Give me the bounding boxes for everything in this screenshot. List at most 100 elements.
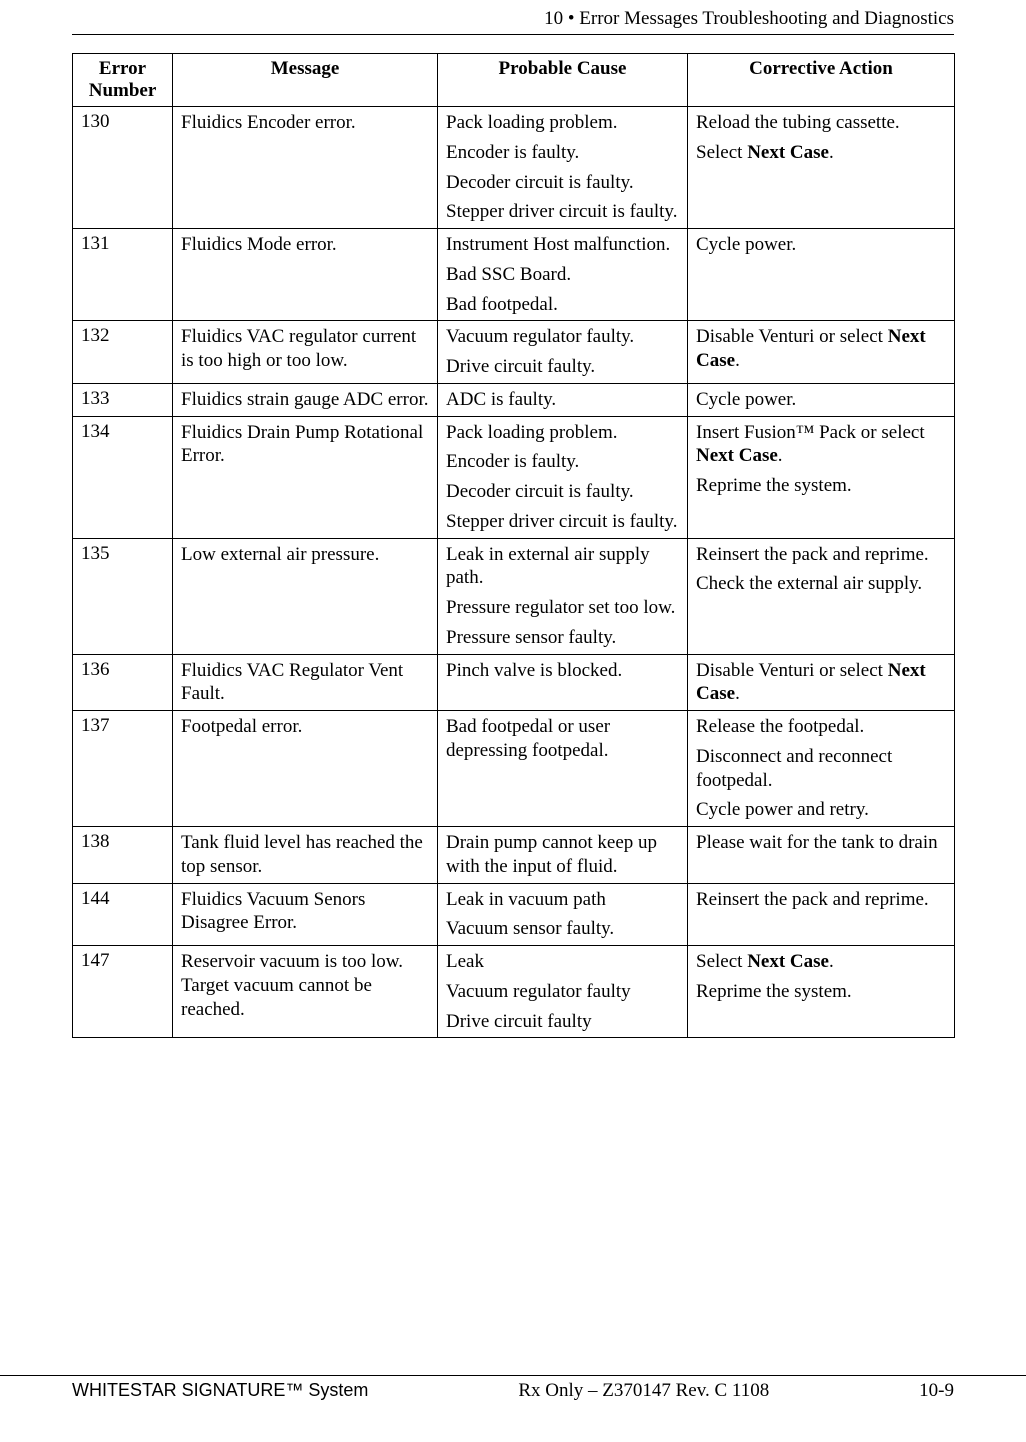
cause-text: Drive circuit faulty. [446, 355, 679, 379]
cause-text: ADC is faulty. [446, 388, 679, 412]
action-text: Disable Venturi or select Next Case. [696, 325, 946, 373]
header-separator: • [563, 8, 579, 29]
table-header-row: Error Number Message Probable Cause Corr… [73, 54, 955, 107]
table-row: 144Fluidics Vacuum Senors Disagree Error… [73, 883, 955, 946]
bold-text: Next Case [747, 951, 829, 972]
action-text: Select Next Case. [696, 141, 946, 165]
cause-text: Encoder is faulty. [446, 450, 679, 474]
table-row: 137Footpedal error.Bad footpedal or user… [73, 711, 955, 827]
action-text: Cycle power. [696, 388, 946, 412]
cause-text: Stepper driver circuit is faulty. [446, 510, 679, 534]
cell-error-number: 147 [73, 946, 173, 1038]
cell-error-number: 134 [73, 416, 173, 538]
table-row: 130 Fluidics Encoder error. Pack loading p… [73, 107, 955, 229]
table-row: 132Fluidics VAC regulator current is too… [73, 321, 955, 384]
action-text: Select Next Case. [696, 950, 946, 974]
cell-corrective-action: Reinsert the pack and reprime. Check the … [688, 538, 955, 654]
cell-error-number: 131 [73, 229, 173, 321]
action-text: Cycle power. [696, 233, 946, 257]
chapter-title: Error Messages Troubleshooting and Diagn… [579, 8, 954, 29]
cell-error-number: 133 [73, 383, 173, 416]
cell-error-number: 136 [73, 654, 173, 711]
cell-corrective-action: Release the footpedal. Disconnect and rec… [688, 711, 955, 827]
cell-error-number: 135 [73, 538, 173, 654]
cause-text: Bad SSC Board. [446, 263, 679, 287]
cause-text: Vacuum regulator faulty [446, 980, 679, 1004]
cell-message: Fluidics Encoder error. [173, 107, 438, 229]
cell-message: Fluidics VAC Regulator Vent Fault. [173, 654, 438, 711]
cell-probable-cause: Leak in external air supply path.Pressur… [438, 538, 688, 654]
cause-text: Pressure regulator set too low. [446, 596, 679, 620]
message-text: Fluidics strain gauge ADC error. [181, 388, 429, 412]
message-text: Reservoir vacuum is too low. Target vacu… [181, 950, 429, 1021]
cell-message: Tank fluid level has reached the top sen… [173, 827, 438, 884]
cell-corrective-action: Please wait for the tank to drain [688, 827, 955, 884]
bold-text: Next Case [696, 660, 926, 705]
message-text: Low external air pressure. [181, 543, 429, 567]
message-text: Footpedal error. [181, 715, 429, 739]
message-text: Tank fluid level has reached the top sen… [181, 831, 429, 879]
cell-error-number: 144 [73, 883, 173, 946]
cell-error-number: 138 [73, 827, 173, 884]
action-text: Reload the tubing cassette. [696, 111, 946, 135]
cell-corrective-action: Reload the tubing cassette. Select Next C… [688, 107, 955, 229]
cause-text: Bad footpedal. [446, 293, 679, 317]
action-text: Disable Venturi or select Next Case. [696, 659, 946, 707]
action-text: Reinsert the pack and reprime. [696, 543, 946, 567]
message-text: Fluidics Encoder error. [181, 111, 429, 135]
col-header-corrective-action: Corrective Action [688, 54, 955, 107]
footer-doc-id: Rx Only – Z370147 Rev. C 1108 [518, 1380, 769, 1402]
cell-corrective-action: Insert Fusion™ Pack or select Next Case.… [688, 416, 955, 538]
bold-text: Next Case [747, 142, 829, 163]
cell-corrective-action: Reinsert the pack and reprime. [688, 883, 955, 946]
footer-page-number: 10-9 [919, 1380, 954, 1402]
cause-text: Leak in vacuum path [446, 888, 679, 912]
action-text: Disconnect and reconnect footpedal. [696, 745, 946, 793]
error-table: Error Number Message Probable Cause Corr… [72, 53, 955, 1038]
chapter-number: 10 [544, 8, 563, 29]
cell-error-number: 132 [73, 321, 173, 384]
page-footer: WHITESTAR SIGNATURE™ System Rx Only – Z3… [0, 1375, 1026, 1402]
cell-corrective-action: Cycle power. [688, 383, 955, 416]
cause-text: Decoder circuit is faulty. [446, 480, 679, 504]
cell-probable-cause: ADC is faulty. [438, 383, 688, 416]
cell-message: Fluidics strain gauge ADC error. [173, 383, 438, 416]
cell-message: Fluidics Drain Pump Rotational Error. [173, 416, 438, 538]
cell-error-number: 130 [73, 107, 173, 229]
cell-message: Low external air pressure. [173, 538, 438, 654]
page-header: 10 • Error Messages Troubleshooting and … [72, 0, 954, 35]
cause-text: Vacuum regulator faulty. [446, 325, 679, 349]
cell-probable-cause: Leak in vacuum pathVacuum sensor faulty. [438, 883, 688, 946]
action-text: Reprime the system. [696, 980, 946, 1004]
action-text: Release the footpedal. [696, 715, 946, 739]
footer-system-name: WHITESTAR SIGNATURE™ System [72, 1380, 368, 1402]
col-header-probable-cause: Probable Cause [438, 54, 688, 107]
cell-error-number: 137 [73, 711, 173, 827]
table-row: 133 Fluidics strain gauge ADC error. ADC i… [73, 383, 955, 416]
action-text: Cycle power and retry. [696, 798, 946, 822]
action-text: Insert Fusion™ Pack or select Next Case. [696, 421, 946, 469]
action-text: Check the external air supply. [696, 572, 946, 596]
cell-corrective-action: Disable Venturi or select Next Case. [688, 321, 955, 384]
message-text: Fluidics Drain Pump Rotational Error. [181, 421, 429, 469]
cell-probable-cause: Pack loading problem.Encoder is faulty.D… [438, 107, 688, 229]
cause-text: Pressure sensor faulty. [446, 626, 679, 650]
cell-probable-cause: Drain pump cannot keep up with the input… [438, 827, 688, 884]
action-text: Reinsert the pack and reprime. [696, 888, 946, 912]
cell-message: Fluidics Vacuum Senors Disagree Error. [173, 883, 438, 946]
cell-corrective-action: Cycle power. [688, 229, 955, 321]
table-row: 138Tank fluid level has reached the top … [73, 827, 955, 884]
bold-text: Next Case [696, 326, 926, 371]
table-row: 134Fluidics Drain Pump Rotational Error.… [73, 416, 955, 538]
col-header-message: Message [173, 54, 438, 107]
cell-message: Fluidics Mode error. [173, 229, 438, 321]
message-text: Fluidics VAC regulator current is too hi… [181, 325, 429, 373]
table-row: 131Fluidics Mode error.Instrument Host m… [73, 229, 955, 321]
cell-probable-cause: Vacuum regulator faulty. Drive circuit fa… [438, 321, 688, 384]
cell-probable-cause: Pinch valve is blocked. [438, 654, 688, 711]
cell-corrective-action: Disable Venturi or select Next Case. [688, 654, 955, 711]
action-text: Please wait for the tank to drain [696, 831, 946, 855]
cause-text: Decoder circuit is faulty. [446, 171, 679, 195]
cause-text: Pinch valve is blocked. [446, 659, 679, 683]
table-row: 135 Low external air pressure. Leak in ext… [73, 538, 955, 654]
